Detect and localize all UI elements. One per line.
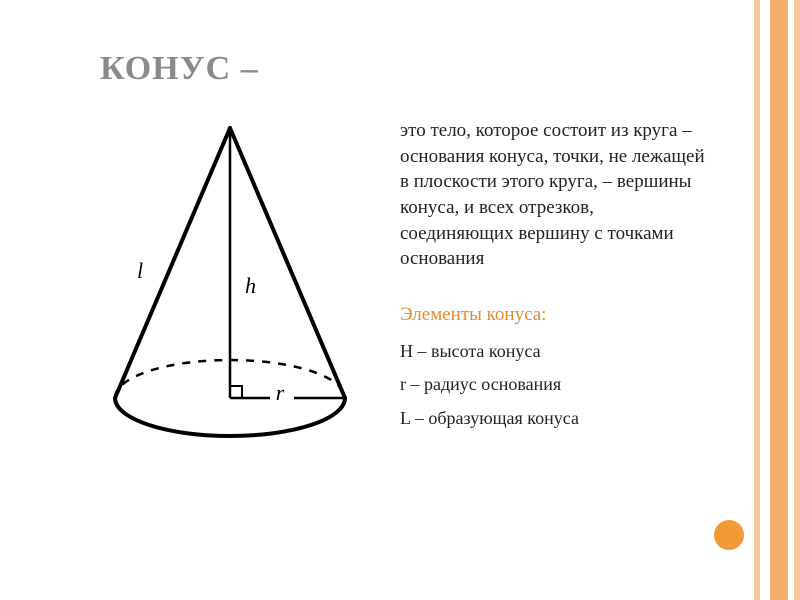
- slide: КОНУС – l h r это тело, которое состоит из…: [0, 0, 800, 600]
- text-column: это тело, которое состоит из круга – осн…: [400, 108, 750, 473]
- element-item: L – образующая конуса: [400, 407, 710, 430]
- svg-text:l: l: [137, 258, 143, 283]
- element-item: r – радиус основания: [400, 373, 710, 396]
- svg-text:h: h: [245, 273, 256, 298]
- elements-list: H – высота конуса r – радиус основания L…: [400, 340, 710, 430]
- stripe: [770, 0, 788, 600]
- stripe: [794, 0, 800, 600]
- cone-svg: l h r: [80, 108, 380, 468]
- element-item: H – высота конуса: [400, 340, 710, 363]
- decorative-stripes: [754, 0, 800, 600]
- cone-diagram: l h r: [80, 108, 380, 473]
- decorative-dot-icon: [714, 520, 744, 550]
- elements-heading: Элементы конуса:: [400, 304, 710, 326]
- page-title: КОНУС –: [100, 50, 750, 88]
- content-row: l h r это тело, которое состоит из круга –…: [80, 108, 750, 473]
- stripe: [760, 0, 770, 600]
- svg-text:r: r: [276, 380, 285, 405]
- definition-text: это тело, которое состоит из круга – осн…: [400, 118, 710, 272]
